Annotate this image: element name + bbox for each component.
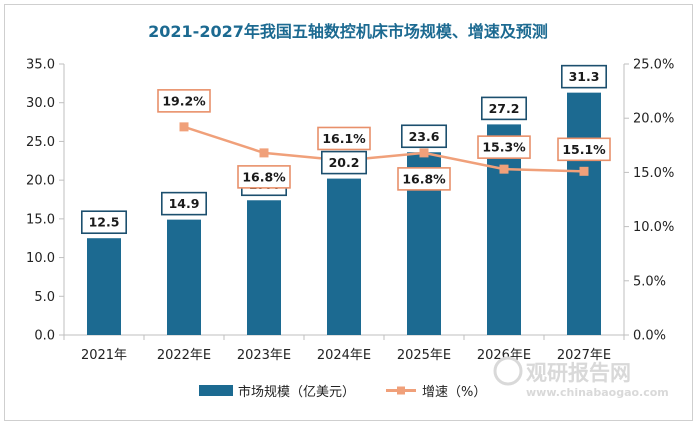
y-right-tick-label: 15.0%: [633, 166, 674, 181]
y-left-tick-label: 10.0: [26, 251, 55, 266]
y-right-tick-label: 5.0%: [633, 274, 666, 289]
x-tick-label: 2022年E: [157, 348, 211, 363]
growth-marker: [579, 166, 589, 176]
bar: [167, 219, 201, 335]
rate-label-box: [157, 89, 211, 113]
watermark: 观研报告网 www.chinabaogao.com: [493, 356, 669, 399]
rate-label-box: [317, 126, 371, 151]
rate-label-box: [237, 165, 291, 189]
growth-line: [183, 125, 585, 173]
rate-label: 16.8%: [242, 169, 286, 184]
rate-label: 16.1%: [322, 131, 366, 146]
rate-label-box: [557, 137, 611, 162]
x-tick-label: 2023年E: [237, 348, 291, 363]
bars-layer: [87, 92, 601, 335]
watermark-logo-icon: [493, 356, 523, 386]
y-left-tick-label: 30.0: [26, 96, 55, 111]
rate-label: 19.2%: [162, 93, 206, 108]
rate-label: 16.8%: [402, 171, 446, 186]
bar-label-box: [320, 150, 367, 175]
y-left-tick-label: 0.0: [34, 329, 55, 344]
labels-layer: 12.514.917.420.223.627.231.319.2%16.8%16…: [81, 64, 611, 235]
y-right-tick-label: 25.0%: [633, 58, 674, 73]
y-left-tick-label: 35.0: [26, 58, 55, 73]
bar: [487, 124, 521, 335]
y-left-tick-label: 15.0: [26, 212, 55, 227]
x-tick-label: 2024年E: [317, 348, 371, 363]
y-left-tick-label: 20.0: [26, 174, 55, 189]
legend-label-growth: 增速（%）: [422, 385, 486, 400]
y-right-tick-label: 10.0%: [633, 220, 674, 235]
bar: [567, 92, 601, 335]
bar: [247, 200, 281, 335]
bar: [327, 178, 361, 335]
growth-marker: [499, 164, 509, 174]
bar-label: 14.9: [169, 196, 200, 211]
y-left-tick-label: 5.0: [34, 290, 55, 305]
bar-label-box: [161, 191, 208, 216]
watermark-name: 观研报告网: [526, 361, 631, 385]
growth-marker: [259, 148, 269, 158]
rate-label: 15.1%: [562, 142, 606, 157]
bar-label-box: [400, 124, 447, 149]
bar: [87, 238, 121, 335]
legend-label-market-size: 市场规模（亿美元）: [238, 384, 355, 400]
rate-label-box: [397, 167, 451, 191]
x-tick-label: 2027年E: [557, 348, 611, 363]
x-tick-label: 2026年E: [477, 348, 531, 363]
growth-marker: [419, 148, 429, 158]
x-tick-label: 2021年: [81, 348, 127, 363]
rate-label-box: [477, 135, 531, 159]
bar-label: 27.2: [489, 101, 520, 116]
x-tick-label: 2025年E: [397, 348, 451, 363]
y-right-tick-label: 20.0%: [633, 112, 674, 127]
legend-swatch-growth-marker: [397, 386, 405, 395]
bar-label: 31.3: [569, 69, 600, 84]
growth-marker: [179, 122, 189, 132]
legend-swatch-market-size: [199, 385, 233, 396]
bar-label-box: [560, 64, 607, 89]
chart-title: 2021-2027年我国五轴数控机床市场规模、增速及预测: [148, 22, 548, 41]
watermark-url: www.chinabaogao.com: [526, 386, 669, 399]
axes-layer: 0.0 5.0 10.0 15.0 20.0 25.0 30.0 35.0 0.0% 5.0% 10…: [26, 58, 674, 364]
bar-label: 23.6: [409, 129, 440, 144]
bar-label-box: [480, 96, 527, 121]
y-left-tick-label: 25.0: [26, 135, 55, 150]
y-right-tick-label: 0.0%: [633, 329, 666, 344]
bar-label: 12.5: [89, 215, 120, 230]
bar-label: 20.2: [329, 155, 360, 170]
bar-label-box: [81, 210, 128, 235]
legend: 市场规模（亿美元） 增速（%）: [199, 384, 486, 400]
rate-label: 15.3%: [482, 140, 526, 155]
